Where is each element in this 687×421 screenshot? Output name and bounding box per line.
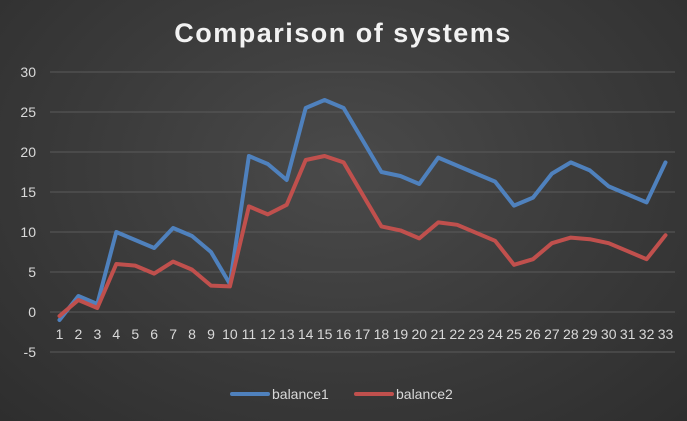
- x-tick-label: 32: [639, 326, 655, 342]
- x-tick-label: 4: [112, 326, 120, 342]
- x-tick-label: 23: [468, 326, 484, 342]
- y-tick-label: 10: [20, 224, 36, 240]
- x-tick-label: 12: [260, 326, 276, 342]
- x-tick-label: 19: [393, 326, 409, 342]
- x-tick-label: 17: [355, 326, 371, 342]
- x-tick-label: 7: [169, 326, 177, 342]
- x-tick-label: 15: [317, 326, 333, 342]
- x-tick-label: 21: [430, 326, 446, 342]
- gridlines: [50, 71, 675, 353]
- y-tick-label: 20: [20, 144, 36, 160]
- x-tick-label: 11: [242, 326, 257, 342]
- x-tick-label: 9: [207, 326, 215, 342]
- x-axis-ticks: 1 2 3 4 5 6 7 8 9 10 11 12 13 14 15 16 17 18 19 20 21 22 23 24 2…: [56, 326, 674, 342]
- x-tick-label: 27: [544, 326, 560, 342]
- x-tick-label: 3: [93, 326, 101, 342]
- x-tick-label: 18: [374, 326, 390, 342]
- y-tick-label: 5: [28, 264, 36, 280]
- x-tick-label: 13: [279, 326, 295, 342]
- x-tick-label: 28: [563, 326, 579, 342]
- y-tick-label: 30: [20, 64, 36, 80]
- series-line-balance2: [57, 154, 668, 318]
- x-tick-label: 6: [150, 326, 158, 342]
- x-tick-label: 31: [620, 326, 636, 342]
- x-tick-label: 30: [601, 326, 617, 342]
- x-tick-label: 26: [525, 326, 541, 342]
- x-tick-label: 16: [336, 326, 352, 342]
- x-tick-label: 10: [222, 326, 238, 342]
- legend-label-balance2: balance2: [396, 386, 453, 402]
- y-axis-ticks: -5 0 5 10 15 20 25 30: [20, 64, 36, 360]
- x-tick-label: 24: [487, 326, 503, 342]
- x-tick-label: 29: [582, 326, 598, 342]
- x-tick-label: 25: [506, 326, 522, 342]
- x-tick-label: 8: [188, 326, 196, 342]
- x-tick-label: 20: [412, 326, 428, 342]
- x-tick-label: 1: [56, 326, 64, 342]
- y-tick-label: 0: [28, 304, 36, 320]
- x-tick-label: 5: [131, 326, 139, 342]
- legend-label-balance1: balance1: [272, 386, 329, 402]
- chart-title: Comparison of systems: [174, 18, 512, 48]
- x-tick-label: 14: [298, 326, 314, 342]
- x-tick-label: 33: [658, 326, 674, 342]
- series-lines: [57, 98, 668, 322]
- x-tick-label: 22: [449, 326, 465, 342]
- y-tick-label: -5: [24, 344, 37, 360]
- legend: balance1 balance2: [230, 386, 453, 402]
- x-tick-label: 2: [75, 326, 83, 342]
- y-tick-label: 15: [20, 184, 36, 200]
- series-line-balance1: [57, 98, 668, 322]
- y-tick-label: 25: [20, 104, 36, 120]
